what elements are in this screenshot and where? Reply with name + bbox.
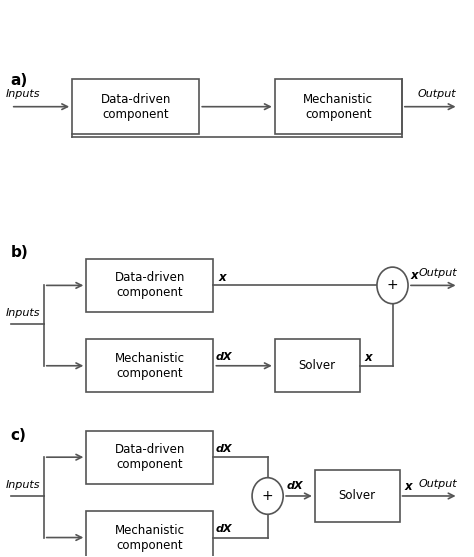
- FancyBboxPatch shape: [86, 339, 213, 392]
- FancyBboxPatch shape: [86, 259, 213, 312]
- Text: Solver: Solver: [299, 359, 336, 372]
- Text: dX: dX: [216, 353, 232, 363]
- Text: dX: dX: [216, 524, 232, 534]
- FancyBboxPatch shape: [72, 79, 199, 134]
- Text: +: +: [262, 489, 273, 503]
- Text: Mechanistic
component: Mechanistic component: [115, 352, 185, 380]
- Circle shape: [252, 478, 283, 514]
- Text: b): b): [11, 245, 28, 260]
- Text: dX: dX: [286, 481, 303, 491]
- Circle shape: [377, 267, 408, 304]
- Text: Output: Output: [419, 479, 457, 489]
- Text: Mechanistic
component: Mechanistic component: [303, 92, 374, 121]
- Text: Output: Output: [419, 268, 457, 278]
- FancyBboxPatch shape: [275, 79, 402, 134]
- Text: Solver: Solver: [338, 490, 376, 502]
- Text: Output: Output: [418, 90, 456, 100]
- Text: Data-driven
component: Data-driven component: [115, 443, 185, 471]
- Text: x: x: [404, 480, 412, 492]
- Text: Inputs: Inputs: [6, 90, 41, 100]
- Text: Mechanistic
component: Mechanistic component: [115, 524, 185, 551]
- Text: Data-driven
component: Data-driven component: [115, 271, 185, 300]
- FancyBboxPatch shape: [86, 431, 213, 483]
- Text: x: x: [410, 269, 418, 282]
- FancyBboxPatch shape: [275, 339, 359, 392]
- Text: +: +: [387, 278, 398, 292]
- FancyBboxPatch shape: [315, 470, 400, 522]
- Text: a): a): [11, 74, 28, 89]
- Text: x: x: [364, 351, 372, 364]
- FancyBboxPatch shape: [86, 511, 213, 557]
- Text: Data-driven
component: Data-driven component: [100, 92, 171, 121]
- Text: Inputs: Inputs: [6, 480, 41, 490]
- Text: Inputs: Inputs: [6, 308, 41, 318]
- Text: dX: dX: [216, 444, 232, 454]
- Text: x: x: [218, 271, 226, 284]
- Text: c): c): [11, 428, 27, 443]
